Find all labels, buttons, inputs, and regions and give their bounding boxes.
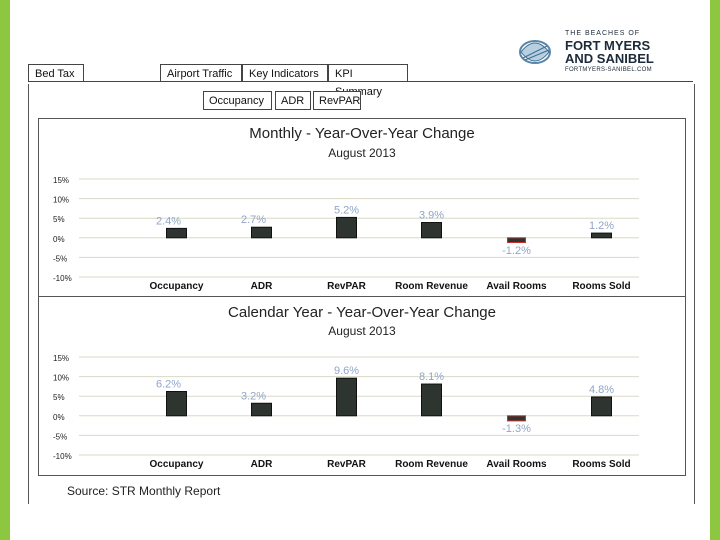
monthly-bar: [591, 232, 612, 239]
monthly-ytick-label: 15%: [53, 176, 69, 185]
monthly-ytick-label: 0%: [53, 235, 65, 244]
calendar-bar: [166, 390, 187, 417]
monthly-data-label: 2.4%: [156, 215, 181, 227]
monthly-data-label: 3.9%: [419, 210, 444, 222]
monthly-bar: [166, 227, 187, 239]
calendar-ytick-label: 10%: [53, 374, 69, 383]
monthly-data-label: 5.2%: [334, 204, 359, 216]
calendar-category-label: ADR: [251, 459, 273, 470]
calendar-data-label: 6.2%: [156, 378, 181, 390]
calendar-category-label: Occupancy: [150, 459, 204, 470]
calendar-ytick-label: 0%: [53, 413, 65, 422]
logo-text: THE BEACHES OF FORT MYERS AND SANIBEL FO…: [565, 30, 665, 73]
subtab-occupancy[interactable]: Occupancy: [203, 91, 272, 110]
monthly-ytick-label: -10%: [53, 274, 72, 283]
calendar-category-label: Rooms Sold: [572, 459, 630, 470]
monthly-chart-subtitle: August 2013: [328, 146, 396, 160]
calendar-data-label: 8.1%: [419, 371, 444, 383]
monthly-category-label: Occupancy: [150, 281, 204, 292]
calendar-chart: 15% 10% 5% 0% -5% -10% 6.2% Occupancy 3.2% ADR 9.6…: [53, 354, 639, 470]
monthly-chart-title: Monthly - Year-Over-Year Change: [249, 125, 475, 142]
fort-myers-logo: [519, 40, 551, 64]
source-note: Source: STR Monthly Report: [67, 484, 221, 498]
monthly-data-label: 2.7%: [241, 214, 266, 226]
logo-line-1: THE BEACHES OF: [565, 30, 641, 37]
monthly-category-label: Avail Rooms: [486, 281, 547, 292]
logo-line-4: FORTMYERS-SANIBEL.COM: [565, 67, 652, 73]
monthly-category-label: Rooms Sold: [572, 281, 630, 292]
calendar-chart-subtitle: August 2013: [328, 324, 396, 338]
calendar-ytick-label: 15%: [53, 354, 69, 363]
monthly-chart: 15% 10% 5% 0% -5% -10% 2.4% Occupancy 2.7% ADR 5.2…: [53, 176, 639, 292]
calendar-bar: [507, 415, 526, 422]
monthly-ytick-label: 10%: [53, 196, 69, 205]
tab-kpi-summary[interactable]: KPI Summary: [328, 64, 408, 98]
monthly-category-label: Room Revenue: [395, 281, 468, 292]
monthly-ytick-label: -5%: [53, 254, 67, 263]
calendar-data-label: 3.2%: [241, 390, 266, 402]
logo-line-3: AND SANIBEL: [565, 51, 654, 66]
monthly-bar: [421, 222, 442, 239]
calendar-bar: [591, 396, 612, 417]
subtab-revpar[interactable]: RevPAR: [313, 91, 361, 110]
calendar-category-label: Room Revenue: [395, 459, 468, 470]
tab-key-indicators[interactable]: Key Indicators: [242, 64, 328, 82]
calendar-bar: [336, 377, 357, 417]
tab-bar: Bed Tax Airport Traffic Key Indicators K…: [28, 64, 693, 98]
monthly-ytick-label: 5%: [53, 215, 65, 224]
monthly-category-label: ADR: [251, 281, 273, 292]
tab-bed-tax[interactable]: Bed Tax: [28, 64, 84, 82]
subtab-adr[interactable]: ADR: [275, 91, 311, 110]
monthly-data-label: -1.2%: [502, 245, 531, 257]
tab-baseline: [84, 81, 693, 82]
monthly-bar: [507, 237, 526, 244]
calendar-category-label: RevPAR: [327, 459, 366, 470]
monthly-bar: [251, 226, 272, 239]
calendar-chart-panel: Calendar Year - Year-Over-Year Change Au…: [38, 296, 686, 476]
calendar-bar: [251, 402, 272, 417]
calendar-ytick-label: -5%: [53, 432, 67, 441]
calendar-ytick-label: 5%: [53, 393, 65, 402]
content-frame: [28, 84, 695, 504]
calendar-data-label: 4.8%: [589, 384, 614, 396]
logo-line-2: FORT MYERS: [565, 38, 651, 53]
monthly-data-label: 1.2%: [589, 220, 614, 232]
calendar-chart-title: Calendar Year - Year-Over-Year Change: [228, 304, 496, 321]
monthly-chart-panel: Monthly - Year-Over-Year Change August 2…: [38, 118, 686, 298]
calendar-ytick-label: -10%: [53, 452, 72, 461]
monthly-category-label: RevPAR: [327, 281, 366, 292]
calendar-category-label: Avail Rooms: [486, 459, 547, 470]
tab-airport-traffic[interactable]: Airport Traffic: [160, 64, 242, 82]
calendar-data-label: -1.3%: [502, 423, 531, 435]
calendar-data-label: 9.6%: [334, 365, 359, 377]
calendar-bar: [421, 383, 442, 417]
monthly-bar: [336, 216, 357, 239]
